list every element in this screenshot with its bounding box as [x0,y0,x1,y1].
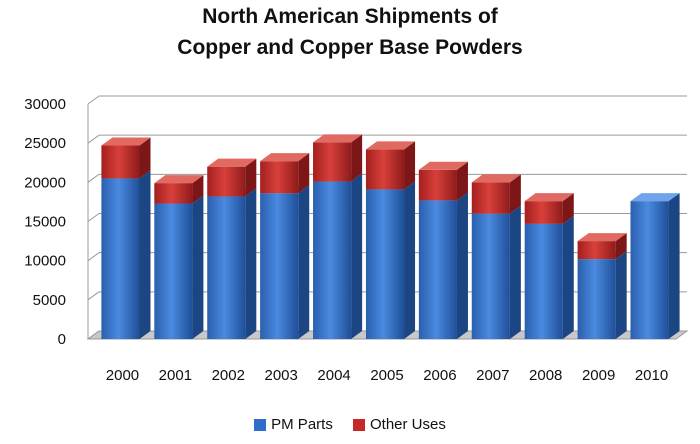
gridline-depth [87,330,100,340]
bar-other-uses [524,201,563,224]
bar-pm-parts-side [139,170,151,339]
x-tick-label: 2009 [582,367,615,384]
bar-pm-parts [260,193,299,339]
bar-pm-parts [365,189,405,339]
bar-pm-parts-side [245,188,257,339]
bar-other-uses-side [562,193,574,224]
bar-pm-parts [101,178,140,339]
bar-pm-parts [577,259,616,339]
bar-pm-parts [313,181,352,339]
bar-other-uses-top [577,233,627,242]
gridline-depth [87,173,100,183]
legend: PM Parts Other Uses [0,416,700,435]
bar-other-uses [418,169,457,201]
bar-pm-parts [418,200,457,339]
x-tick-label: 2006 [423,367,456,384]
bar-other-uses-top [313,134,363,143]
bar-other-uses-side [192,175,204,204]
x-tick-label: 2005 [370,367,403,384]
x-tick-label: 2007 [476,367,509,384]
x-tick-label: 2003 [264,367,297,384]
bar-pm-parts [524,223,563,339]
bar-other-uses-top [207,158,257,167]
y-tick-label: 10000 [24,253,66,270]
y-tick-label: 30000 [24,96,66,113]
legend-item-pm-parts: PM Parts [254,416,333,433]
bar-pm-parts-side [456,192,468,339]
y-tick-label: 15000 [24,214,66,231]
legend-item-other-uses: Other Uses [353,416,446,433]
bar-other-uses-top [154,175,204,184]
bar-other-uses [577,241,616,260]
bar-pm-parts [630,201,669,339]
legend-label-pm-parts: PM Parts [271,416,333,433]
bar-other-uses-side [509,174,521,214]
legend-swatch-pm-parts [254,418,267,431]
bar-pm-parts-side [615,251,627,339]
x-tick-label: 2000 [106,367,139,384]
gridline-depth [87,213,100,222]
bar-pm-parts-side [509,205,521,339]
x-tick-label: 2001 [159,367,192,384]
bar-other-uses-top [418,161,468,170]
bar-other-uses [313,142,352,182]
bar-other-uses-top [260,153,310,162]
x-tick-label: 2004 [317,367,350,384]
bar-other-uses-side [404,141,416,190]
bar-pm-parts-top [630,193,680,202]
bar-other-uses-side [245,158,257,197]
bar-other-uses-side [615,233,627,260]
bar-other-uses [101,145,140,179]
bar-other-uses-top [365,141,416,150]
bar-pm-parts-side [192,195,204,339]
x-tick-label: 2008 [529,367,562,384]
gridline-depth [87,134,100,144]
legend-label-other-uses: Other Uses [370,416,446,433]
x-tick-label: 2002 [212,367,245,384]
x-tick-label: 2010 [635,367,668,384]
y-tick-label: 20000 [24,174,66,191]
bar-other-uses-side [456,161,468,201]
bar-other-uses-side [139,137,151,179]
chart-title-line-2: Copper and Copper Base Powders [177,36,523,59]
bar-other-uses-top [101,137,151,146]
bar-pm-parts-side [562,215,574,339]
y-tick-label: 25000 [24,135,66,152]
bar-pm-parts-side [668,193,680,339]
bar-other-uses [471,182,510,214]
gridline-depth [87,95,100,105]
bar-other-uses [365,149,405,190]
bar-other-uses-side [351,134,363,182]
bar-other-uses-top [524,193,574,202]
bar-other-uses [154,183,193,204]
chart-title-line-1: North American Shipments of [202,5,498,28]
bar-other-uses-side [298,153,310,194]
bar-pm-parts [207,196,246,339]
bar-other-uses [207,166,246,197]
bar-pm-parts [154,203,193,339]
bar-other-uses-top [471,174,521,183]
bar-pm-parts-side [351,173,363,339]
gridline-depth [87,291,100,301]
y-tick-label: 5000 [33,292,66,309]
legend-swatch-other-uses [353,418,365,431]
bar-pm-parts [471,213,510,339]
bar-pm-parts-side [404,181,416,339]
gridline-depth [87,252,100,262]
bar-other-uses [260,161,299,194]
bar-pm-parts-side [298,185,310,339]
y-tick-label: 0 [58,331,66,348]
